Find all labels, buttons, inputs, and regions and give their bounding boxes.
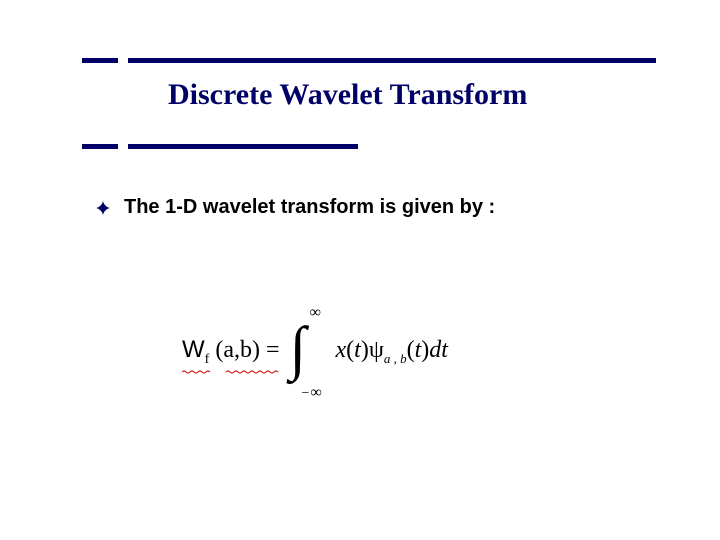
equation: Wf (a,b) = ∞ ∫ −∞ x(t)ψa , b(t)dt (182, 312, 602, 392)
diamond-icon (96, 201, 110, 215)
eq-limit-lower-neg: − (302, 386, 310, 401)
eq-limit-lower-inf: ∞ (310, 384, 321, 401)
eq-args: (a,b) = (215, 337, 279, 363)
rule-top-left (82, 58, 118, 63)
eq-t3: t (441, 337, 448, 363)
equation-integral: ∞ ∫ −∞ (288, 312, 328, 392)
rule-top-right (128, 58, 656, 63)
eq-limit-upper: ∞ (310, 304, 321, 322)
eq-psi: ψ (369, 337, 384, 363)
bullet-item: The 1-D wavelet transform is given by : (96, 196, 660, 219)
eq-W-sub: f (205, 352, 210, 367)
rule-bottom-left (82, 144, 118, 149)
eq-x: x (336, 337, 347, 363)
eq-psi-sub: a , b (384, 351, 407, 366)
eq-open1: ( (346, 337, 354, 363)
eq-close1: ) (361, 337, 369, 363)
equation-integrand: x(t)ψa , b(t)dt (336, 337, 448, 367)
eq-open2: ( (407, 337, 415, 363)
eq-W: W (182, 336, 205, 363)
eq-limit-lower: −∞ (302, 384, 322, 402)
bullet-text: The 1-D wavelet transform is given by : (124, 196, 495, 219)
integral-icon: ∫ (290, 318, 306, 378)
rule-bottom-right (128, 144, 358, 149)
spellcheck-underline-icon (182, 370, 294, 372)
eq-d: d (429, 337, 441, 363)
eq-t1: t (354, 337, 361, 363)
slide-title: Discrete Wavelet Transform (168, 78, 527, 112)
equation-lhs: Wf (a,b) = (182, 336, 280, 368)
